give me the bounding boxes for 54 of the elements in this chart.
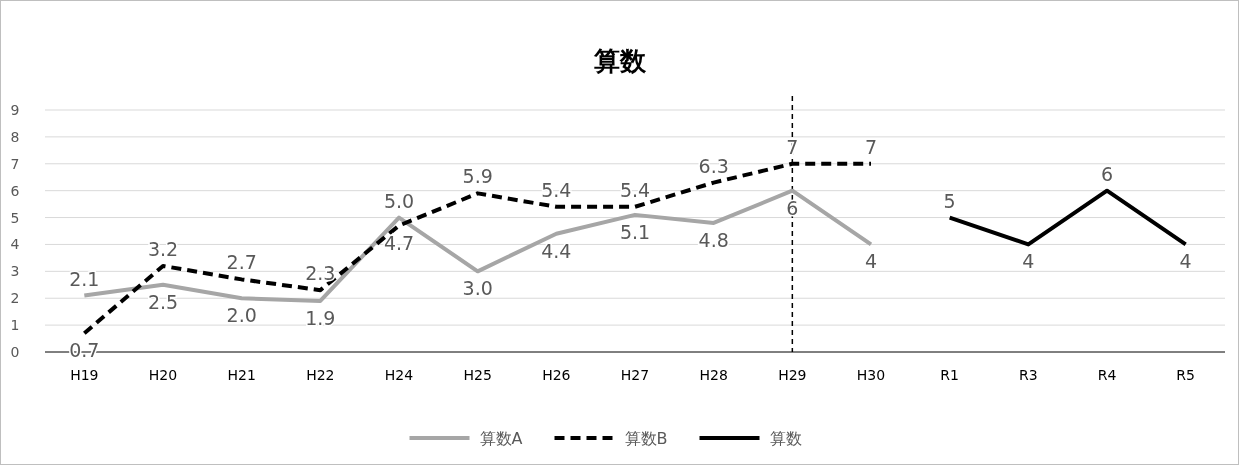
x-tick-label: H29 [778, 367, 807, 383]
data-label: 4.4 [541, 239, 572, 262]
x-tick-label: R3 [1019, 367, 1038, 383]
data-label: 7 [864, 135, 878, 158]
data-label: 6 [786, 196, 799, 219]
data-label: 3.2 [147, 237, 179, 260]
y-tick-label: 9 [10, 102, 20, 118]
data-label: 1.9 [305, 306, 336, 329]
data-label: 4 [1179, 250, 1192, 273]
x-tick-label: R4 [1097, 367, 1117, 383]
y-tick-label: 2 [10, 290, 20, 307]
data-label: 3.0 [462, 277, 493, 300]
legend-label: 算数B [624, 429, 668, 448]
x-tick-label: H24 [384, 367, 414, 383]
y-tick-label: 6 [10, 182, 20, 199]
x-tick-label: H26 [542, 367, 571, 383]
legend-label: 算数 [769, 429, 802, 448]
data-label: 4 [864, 250, 878, 273]
x-tick-label: H20 [148, 367, 178, 383]
y-tick-label: 1 [10, 317, 20, 334]
data-label: 5.4 [619, 178, 651, 201]
y-tick-label: 4 [10, 236, 20, 253]
x-tick-label: H19 [70, 367, 99, 383]
y-tick-label: 7 [10, 155, 20, 172]
x-tick-label: H30 [856, 367, 886, 383]
data-label: 4 [1022, 250, 1035, 273]
data-label: 2.0 [226, 304, 257, 327]
data-label: 5.4 [541, 178, 572, 201]
data-label: 6.3 [698, 154, 729, 177]
y-tick-label: 3 [10, 263, 20, 280]
x-tick-label: R1 [940, 367, 959, 383]
x-tick-label: H27 [620, 367, 650, 383]
y-tick-label: 0 [10, 344, 20, 360]
y-tick-label: 5 [10, 209, 20, 226]
chart-title: 算数 [592, 46, 647, 76]
x-tick-label: H25 [463, 367, 492, 383]
x-tick-label: H28 [699, 367, 728, 383]
x-tick-label: H22 [306, 367, 335, 383]
data-label: 4.7 [383, 231, 415, 254]
data-label: 7 [786, 135, 799, 158]
data-label: 2.5 [147, 290, 179, 313]
data-label: 6 [1100, 162, 1114, 185]
x-tick-label: H21 [227, 367, 256, 383]
data-label: 5.0 [383, 189, 415, 212]
y-tick-label: 8 [10, 128, 20, 145]
x-tick-label: R5 [1176, 367, 1195, 383]
data-label: 2.1 [69, 267, 100, 290]
data-label: 5.9 [462, 165, 493, 188]
data-label: 4.8 [698, 228, 729, 251]
legend-label: 算数A [479, 429, 523, 448]
data-label: 5 [943, 189, 956, 212]
data-label: 5.1 [619, 220, 651, 243]
data-label: 2.3 [305, 262, 336, 285]
data-label: 2.7 [226, 251, 257, 274]
